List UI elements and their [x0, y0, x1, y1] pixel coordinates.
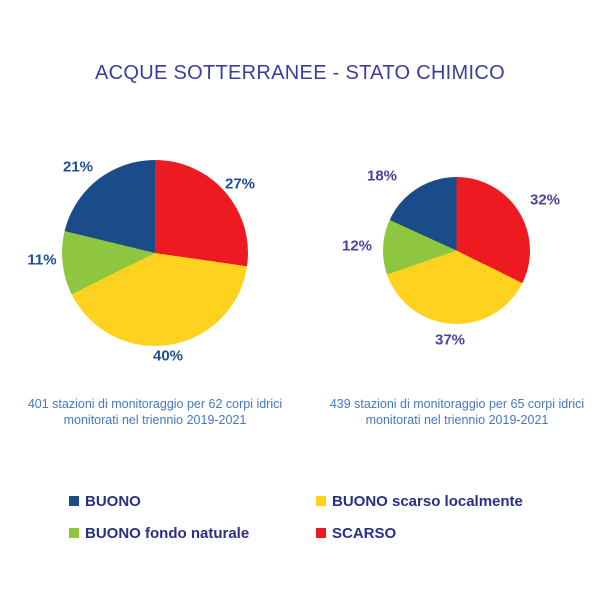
legend-item-buono: BUONO — [69, 492, 141, 510]
slice-label-buono-scarso-left: 40% — [152, 347, 184, 365]
legend-item-buono-scarso-localmente: BUONO scarso localmente — [316, 492, 523, 510]
caption-right: 439 stazioni di monitoraggio per 65 corp… — [307, 396, 600, 428]
legend-swatch-buono-fondo-icon — [69, 528, 79, 538]
slice-label-scarso-right: 32% — [529, 191, 561, 209]
legend-swatch-buono-icon — [69, 496, 79, 506]
legend-label-buono-scarso: BUONO scarso localmente — [332, 492, 523, 510]
slice-label-scarso-left: 27% — [224, 175, 256, 193]
legend-label-scarso: SCARSO — [332, 524, 397, 542]
legend-swatch-scarso-icon — [316, 528, 326, 538]
caption-left: 401 stazioni di monitoraggio per 62 corp… — [5, 396, 305, 428]
slice-label-buono-fondo-left: 11% — [27, 251, 57, 269]
pie-chart-left — [62, 160, 248, 346]
legend-label-buono-fondo: BUONO fondo naturale — [85, 524, 250, 542]
legend-swatch-buono-scarso-icon — [316, 496, 326, 506]
legend-item-buono-fondo-naturale: BUONO fondo naturale — [69, 524, 250, 542]
caption-left-line2: monitorati nel triennio 2019-2021 — [63, 413, 247, 427]
legend-item-scarso: SCARSO — [316, 524, 397, 542]
slice-label-buono-fondo-right: 12% — [341, 237, 373, 255]
slice-label-buono-scarso-right: 37% — [434, 331, 466, 349]
slice-label-buono-left: 21% — [62, 158, 94, 176]
caption-left-line1: 401 stazioni di monitoraggio per 62 corp… — [27, 397, 283, 411]
legend-label-buono: BUONO — [85, 492, 141, 510]
slice-label-buono-right: 18% — [366, 167, 398, 185]
pie-chart-right — [383, 177, 530, 324]
caption-right-line2: monitorati nel triennio 2019-2021 — [365, 413, 549, 427]
caption-right-line1: 439 stazioni di monitoraggio per 65 corp… — [329, 397, 585, 411]
page-title: ACQUE SOTTERRANEE - STATO CHIMICO — [95, 62, 505, 84]
